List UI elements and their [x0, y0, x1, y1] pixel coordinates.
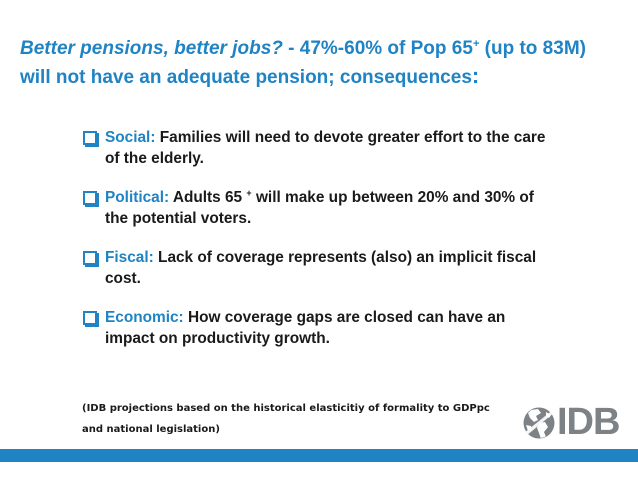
slide-title: Better pensions, better jobs? - 47%-60% …	[20, 35, 620, 91]
checkbox-bullet-icon	[83, 191, 97, 205]
bullet-economic: Economic: How coverage gaps are closed c…	[82, 307, 552, 349]
bullet-text: How coverage gaps are closed can have an…	[105, 309, 506, 347]
source-note-line: (IDB projections based on the historical…	[82, 403, 490, 414]
title-colon: :	[471, 63, 480, 88]
bullet-category: Economic:	[105, 309, 184, 326]
title-dash: -	[282, 38, 300, 59]
title-question: Better pensions, better jobs?	[20, 38, 283, 59]
bullet-text: Adults 65	[169, 189, 247, 206]
bullet-political: Political: Adults 65 + will make up betw…	[82, 187, 552, 229]
bullet-category: Social:	[105, 129, 156, 146]
bullet-social: Social: Families will need to devote gre…	[82, 127, 552, 169]
checkbox-bullet-icon	[83, 131, 97, 145]
title-stat-rest: (up to 83M) will not have an adequate pe…	[20, 38, 586, 88]
bullet-text-rest: will make up between 20% and 30% of the …	[105, 189, 534, 227]
bullet-text: Lack of coverage represents (also) an im…	[105, 249, 537, 287]
bullet-category: Political:	[105, 189, 170, 206]
bullet-category: Fiscal:	[105, 249, 154, 266]
title-stat-sup: +	[472, 38, 480, 50]
idb-logo: IDB	[522, 402, 620, 444]
footer-accent-bar	[0, 449, 638, 462]
bullet-list: Social: Families will need to devote gre…	[82, 127, 552, 367]
source-note: (IDB projections based on the historical…	[82, 398, 522, 440]
title-stat: 47%-60% of Pop 65	[299, 38, 473, 59]
logo-wordmark: IDB	[557, 401, 620, 443]
bullet-text-sup: +	[246, 188, 252, 198]
source-note-line: and national legislation)	[82, 424, 220, 435]
globe-icon	[523, 407, 555, 439]
checkbox-bullet-icon	[83, 311, 97, 325]
bullet-fiscal: Fiscal: Lack of coverage represents (als…	[82, 247, 552, 289]
checkbox-bullet-icon	[83, 251, 97, 265]
bullet-text: Families will need to devote greater eff…	[105, 129, 546, 167]
